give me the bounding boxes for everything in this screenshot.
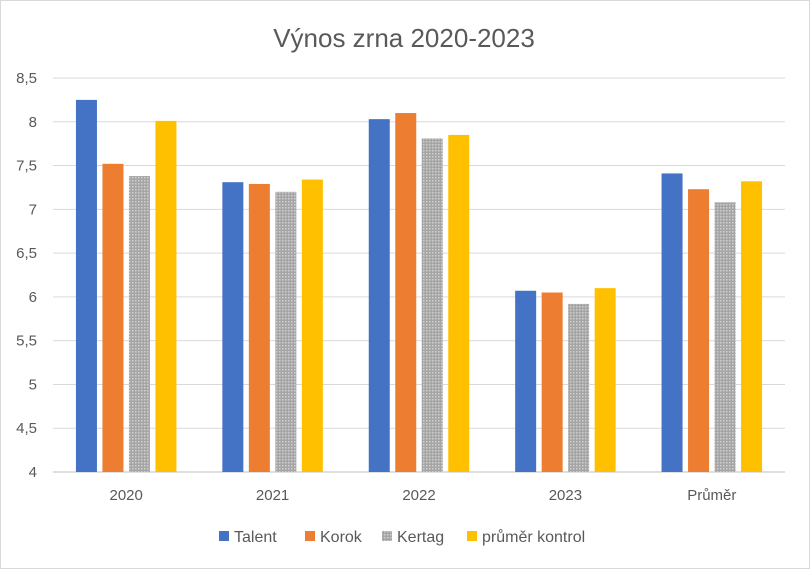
x-tick-label: Průměr: [687, 487, 736, 504]
bar-kertag-2020: [128, 176, 150, 472]
y-tick-label: 6: [29, 289, 37, 306]
bar-kertag-2021: [275, 191, 297, 473]
bar-talent-průměr: [661, 173, 683, 473]
x-tick-label: 2020: [110, 487, 143, 504]
legend-label: Talent: [234, 529, 277, 546]
legend: Talent Korok Kertag průměr kontrol: [219, 528, 585, 546]
bar-talent-2022: [368, 119, 390, 472]
bar-korok-2020: [102, 163, 124, 472]
y-tick-label: 7,5: [16, 158, 37, 175]
legend-label: Kertag: [397, 529, 444, 546]
bar-průměr-kontrol-2022: [448, 134, 470, 472]
bar-korok-2022: [395, 113, 417, 473]
legend-label: průměr kontrol: [482, 528, 585, 546]
bar-kertag-2023: [568, 303, 590, 472]
bar-talent-2021: [222, 182, 244, 473]
x-axis-ticks: 2020 2021 2022 2023 Průměr: [110, 487, 737, 504]
x-tick-label: 2021: [256, 487, 289, 504]
legend-swatch: [382, 531, 392, 541]
x-tick-label: 2022: [402, 487, 435, 504]
y-axis-ticks: 4 4,5 5 5,5 6 6,5 7 7,5 8 8,5: [16, 70, 37, 481]
bar-talent-2023: [515, 290, 537, 472]
y-tick-label: 7: [29, 201, 37, 218]
y-tick-label: 5: [29, 376, 37, 393]
bar-series: [75, 99, 763, 473]
y-tick-label: 8,5: [16, 70, 37, 87]
bar-průměr-kontrol-2020: [155, 120, 177, 472]
legend-swatch: [467, 531, 477, 541]
y-tick-label: 6,5: [16, 245, 37, 262]
bar-průměr-kontrol-průměr: [741, 181, 763, 472]
legend-swatch: [219, 531, 229, 541]
y-tick-label: 4: [29, 464, 37, 481]
bar-průměr-kontrol-2021: [301, 179, 323, 472]
legend-swatch: [305, 531, 315, 541]
bar-korok-2021: [248, 183, 270, 473]
bar-průměr-kontrol-2023: [594, 288, 616, 472]
bar-kertag-průměr: [714, 202, 736, 472]
x-tick-label: 2023: [549, 487, 582, 504]
bar-korok-2023: [541, 292, 563, 472]
legend-label: Korok: [320, 529, 363, 546]
y-tick-label: 8: [29, 114, 37, 131]
y-tick-label: 5,5: [16, 333, 37, 350]
chart-title: Výnos zrna 2020-2023: [273, 23, 535, 53]
bar-korok-průměr: [688, 189, 710, 472]
bar-talent-2020: [75, 99, 97, 472]
y-tick-label: 4,5: [16, 420, 37, 437]
bar-kertag-2022: [421, 138, 443, 472]
